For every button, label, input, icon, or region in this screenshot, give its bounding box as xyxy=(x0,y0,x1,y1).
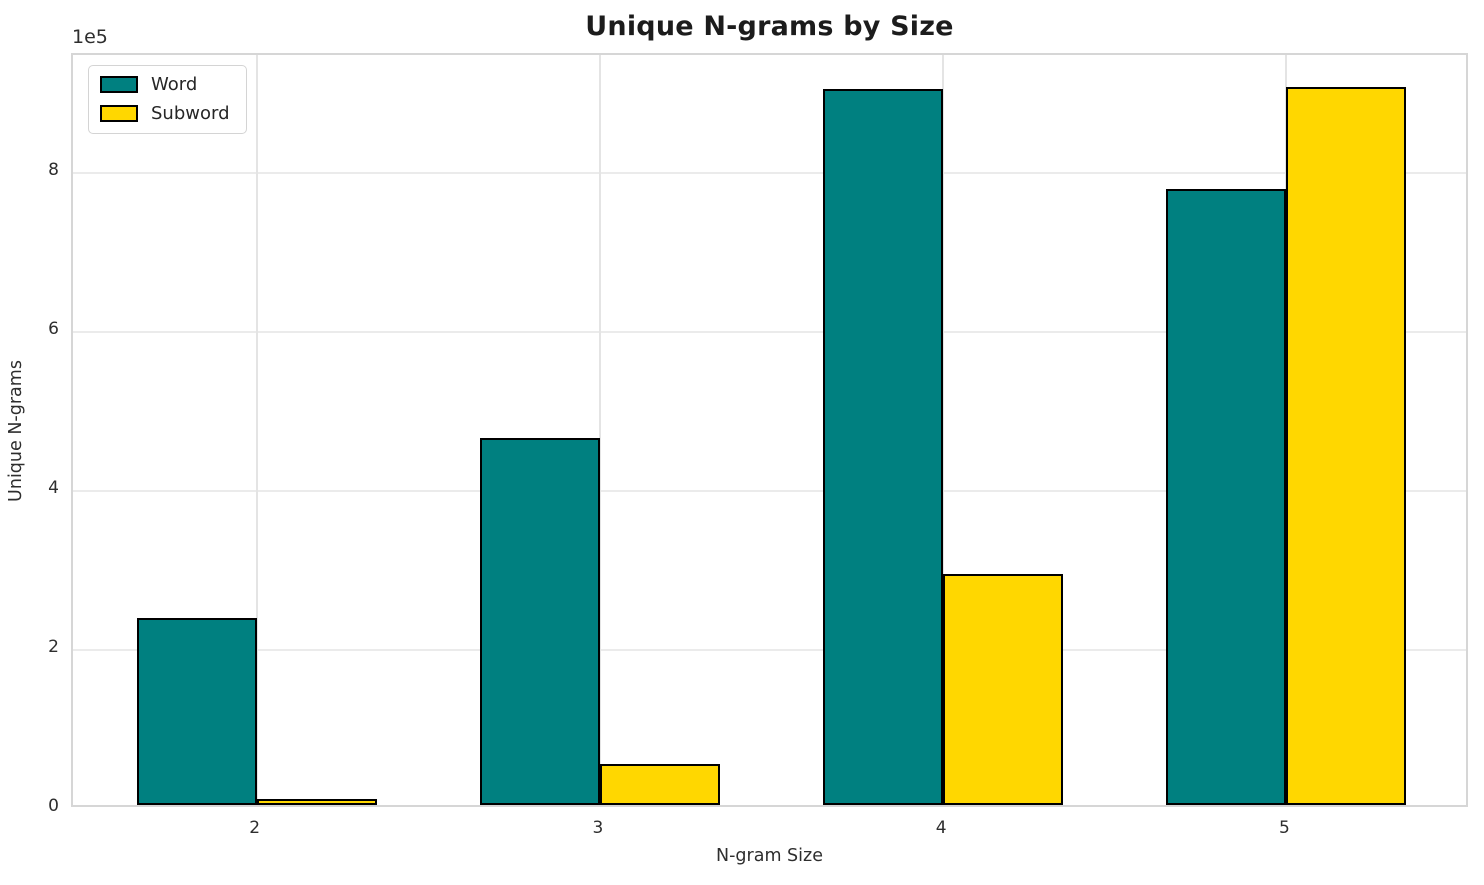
gridline-horizontal xyxy=(73,330,1466,333)
y-tick-label: 2 xyxy=(48,636,59,657)
gridline-horizontal xyxy=(73,171,1466,174)
legend-item-subword: Subword xyxy=(100,102,230,124)
x-tick-label: 2 xyxy=(249,818,261,838)
legend-box: Word Subword xyxy=(88,65,247,134)
y-tick-label: 6 xyxy=(48,318,59,339)
legend-label-word: Word xyxy=(151,74,198,95)
legend-label-subword: Subword xyxy=(151,102,230,124)
chart-title: Unique N-grams by Size xyxy=(585,11,954,42)
y-tick-label: 0 xyxy=(48,796,59,816)
x-tick-label: 3 xyxy=(592,818,604,838)
bar-word-5 xyxy=(1166,188,1287,805)
gridline-vertical xyxy=(598,55,601,805)
legend-item-word: Word xyxy=(100,75,230,95)
x-tick-label: 5 xyxy=(1278,818,1290,838)
bar-word-2 xyxy=(136,618,257,805)
gridline-vertical xyxy=(255,55,258,805)
gridline-vertical xyxy=(942,55,945,805)
bar-word-4 xyxy=(822,89,944,805)
y-tick-label: 4 xyxy=(48,477,59,498)
legend-swatch-word xyxy=(100,76,138,94)
y-axis-offset-text: 1e5 xyxy=(72,26,108,48)
y-tick-label: 8 xyxy=(48,159,59,180)
plot-area: Word Subword xyxy=(71,53,1468,807)
bar-subword-2 xyxy=(256,799,377,805)
bar-word-3 xyxy=(479,438,600,805)
bar-subword-4 xyxy=(943,574,1064,805)
bar-subword-5 xyxy=(1286,86,1407,805)
gridline-horizontal xyxy=(73,648,1466,651)
gridline-horizontal xyxy=(73,489,1466,492)
x-tick-label: 4 xyxy=(935,818,947,838)
bar-subword-3 xyxy=(599,763,720,805)
legend-swatch-subword xyxy=(100,105,138,123)
x-axis-label: N-gram Size xyxy=(716,846,823,866)
